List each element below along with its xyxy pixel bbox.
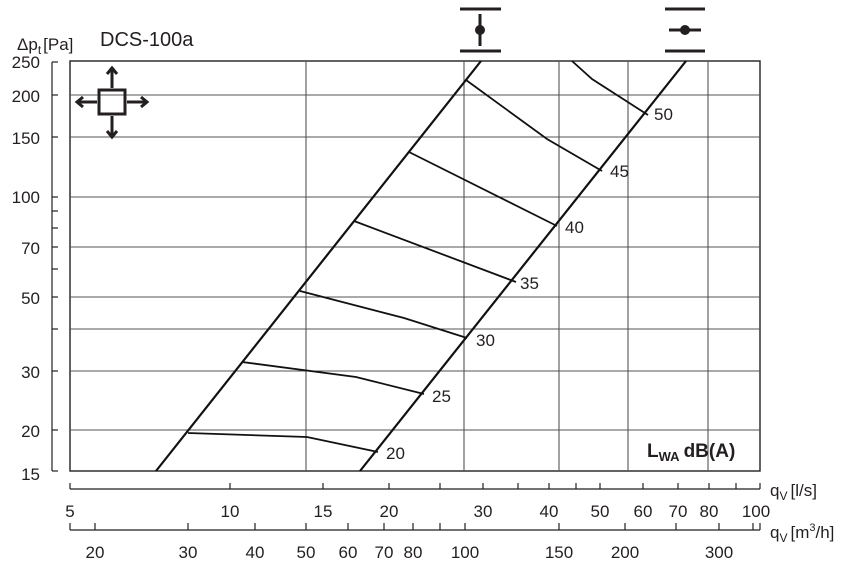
curve-25 [241,361,425,395]
svg-text:30: 30 [179,543,198,562]
svg-text:30: 30 [21,363,40,382]
svg-text:300: 300 [705,543,733,562]
curve-35 [353,220,517,283]
svg-text:30: 30 [474,502,493,521]
svg-text:40: 40 [540,502,559,521]
boundary-closed-line [359,60,687,472]
svg-text:70: 70 [375,543,394,562]
svg-text:50: 50 [591,502,610,521]
svg-text:100: 100 [451,543,479,562]
y-axis-ruler [51,61,58,472]
curve-labels: 20 25 30 35 40 45 50 [386,105,673,463]
curve-label-25: 25 [432,387,451,406]
plot-grid [69,60,761,472]
svg-text:80: 80 [404,543,423,562]
curve-45 [465,79,603,172]
svg-text:100: 100 [12,188,40,207]
svg-text:5: 5 [65,502,74,521]
boundary-lines [155,60,687,472]
curve-label-45: 45 [610,162,629,181]
svg-text:20: 20 [380,502,399,521]
svg-text:150: 150 [12,129,40,148]
x-axis-m3h-title: qV [m3/h] [770,522,834,545]
curve-label-35: 35 [520,274,539,293]
curve-label-50: 50 [654,105,673,124]
svg-text:50: 50 [21,289,40,308]
svg-text:10: 10 [221,502,240,521]
svg-text:200: 200 [12,87,40,106]
curve-label-20: 20 [386,444,405,463]
four-way-arrow-square-icon [74,65,150,140]
svg-text:100: 100 [742,502,770,521]
svg-text:60: 60 [339,543,358,562]
svg-text:200: 200 [611,543,639,562]
svg-text:50: 50 [297,543,316,562]
curve-40 [408,151,558,227]
svg-text:80: 80 [700,502,719,521]
sound-curves [187,60,649,453]
x-axis-m3h-labels: 20 30 40 50 60 70 80 100 150 200 300 [86,543,734,562]
svg-text:20: 20 [21,422,40,441]
svg-text:150: 150 [545,543,573,562]
product-title: DCS-100a [100,29,194,51]
svg-text:70: 70 [669,502,688,521]
svg-text:250: 250 [12,53,40,72]
curve-30 [299,290,468,339]
y-tick-labels: 250 200 150 100 70 50 30 20 15 [12,53,40,484]
damper-open-vertical-icon [460,7,501,53]
x-axis-m3h-ruler [69,523,761,531]
x-axis-ls-title: qV [l/s] [770,481,817,503]
svg-text:15: 15 [314,502,333,521]
svg-text:20: 20 [86,543,105,562]
curve-label-40: 40 [565,218,584,237]
damper-closed-horizontal-icon [665,7,705,53]
svg-text:60: 60 [634,502,653,521]
y-axis-title: Δpt [Pa] [17,35,73,57]
x-axis-ls-ruler [69,483,761,490]
boundary-open-line [155,60,482,472]
svg-text:40: 40 [246,543,265,562]
curve-50 [571,60,649,116]
svg-text:15: 15 [21,465,40,484]
sound-level-legend: LWA dB(A) [647,441,735,464]
x-axis-ls-labels: 5 10 15 20 30 40 50 60 70 80 100 [65,502,770,521]
svg-text:70: 70 [21,239,40,258]
curve-label-30: 30 [476,331,495,350]
curve-20 [187,432,379,453]
